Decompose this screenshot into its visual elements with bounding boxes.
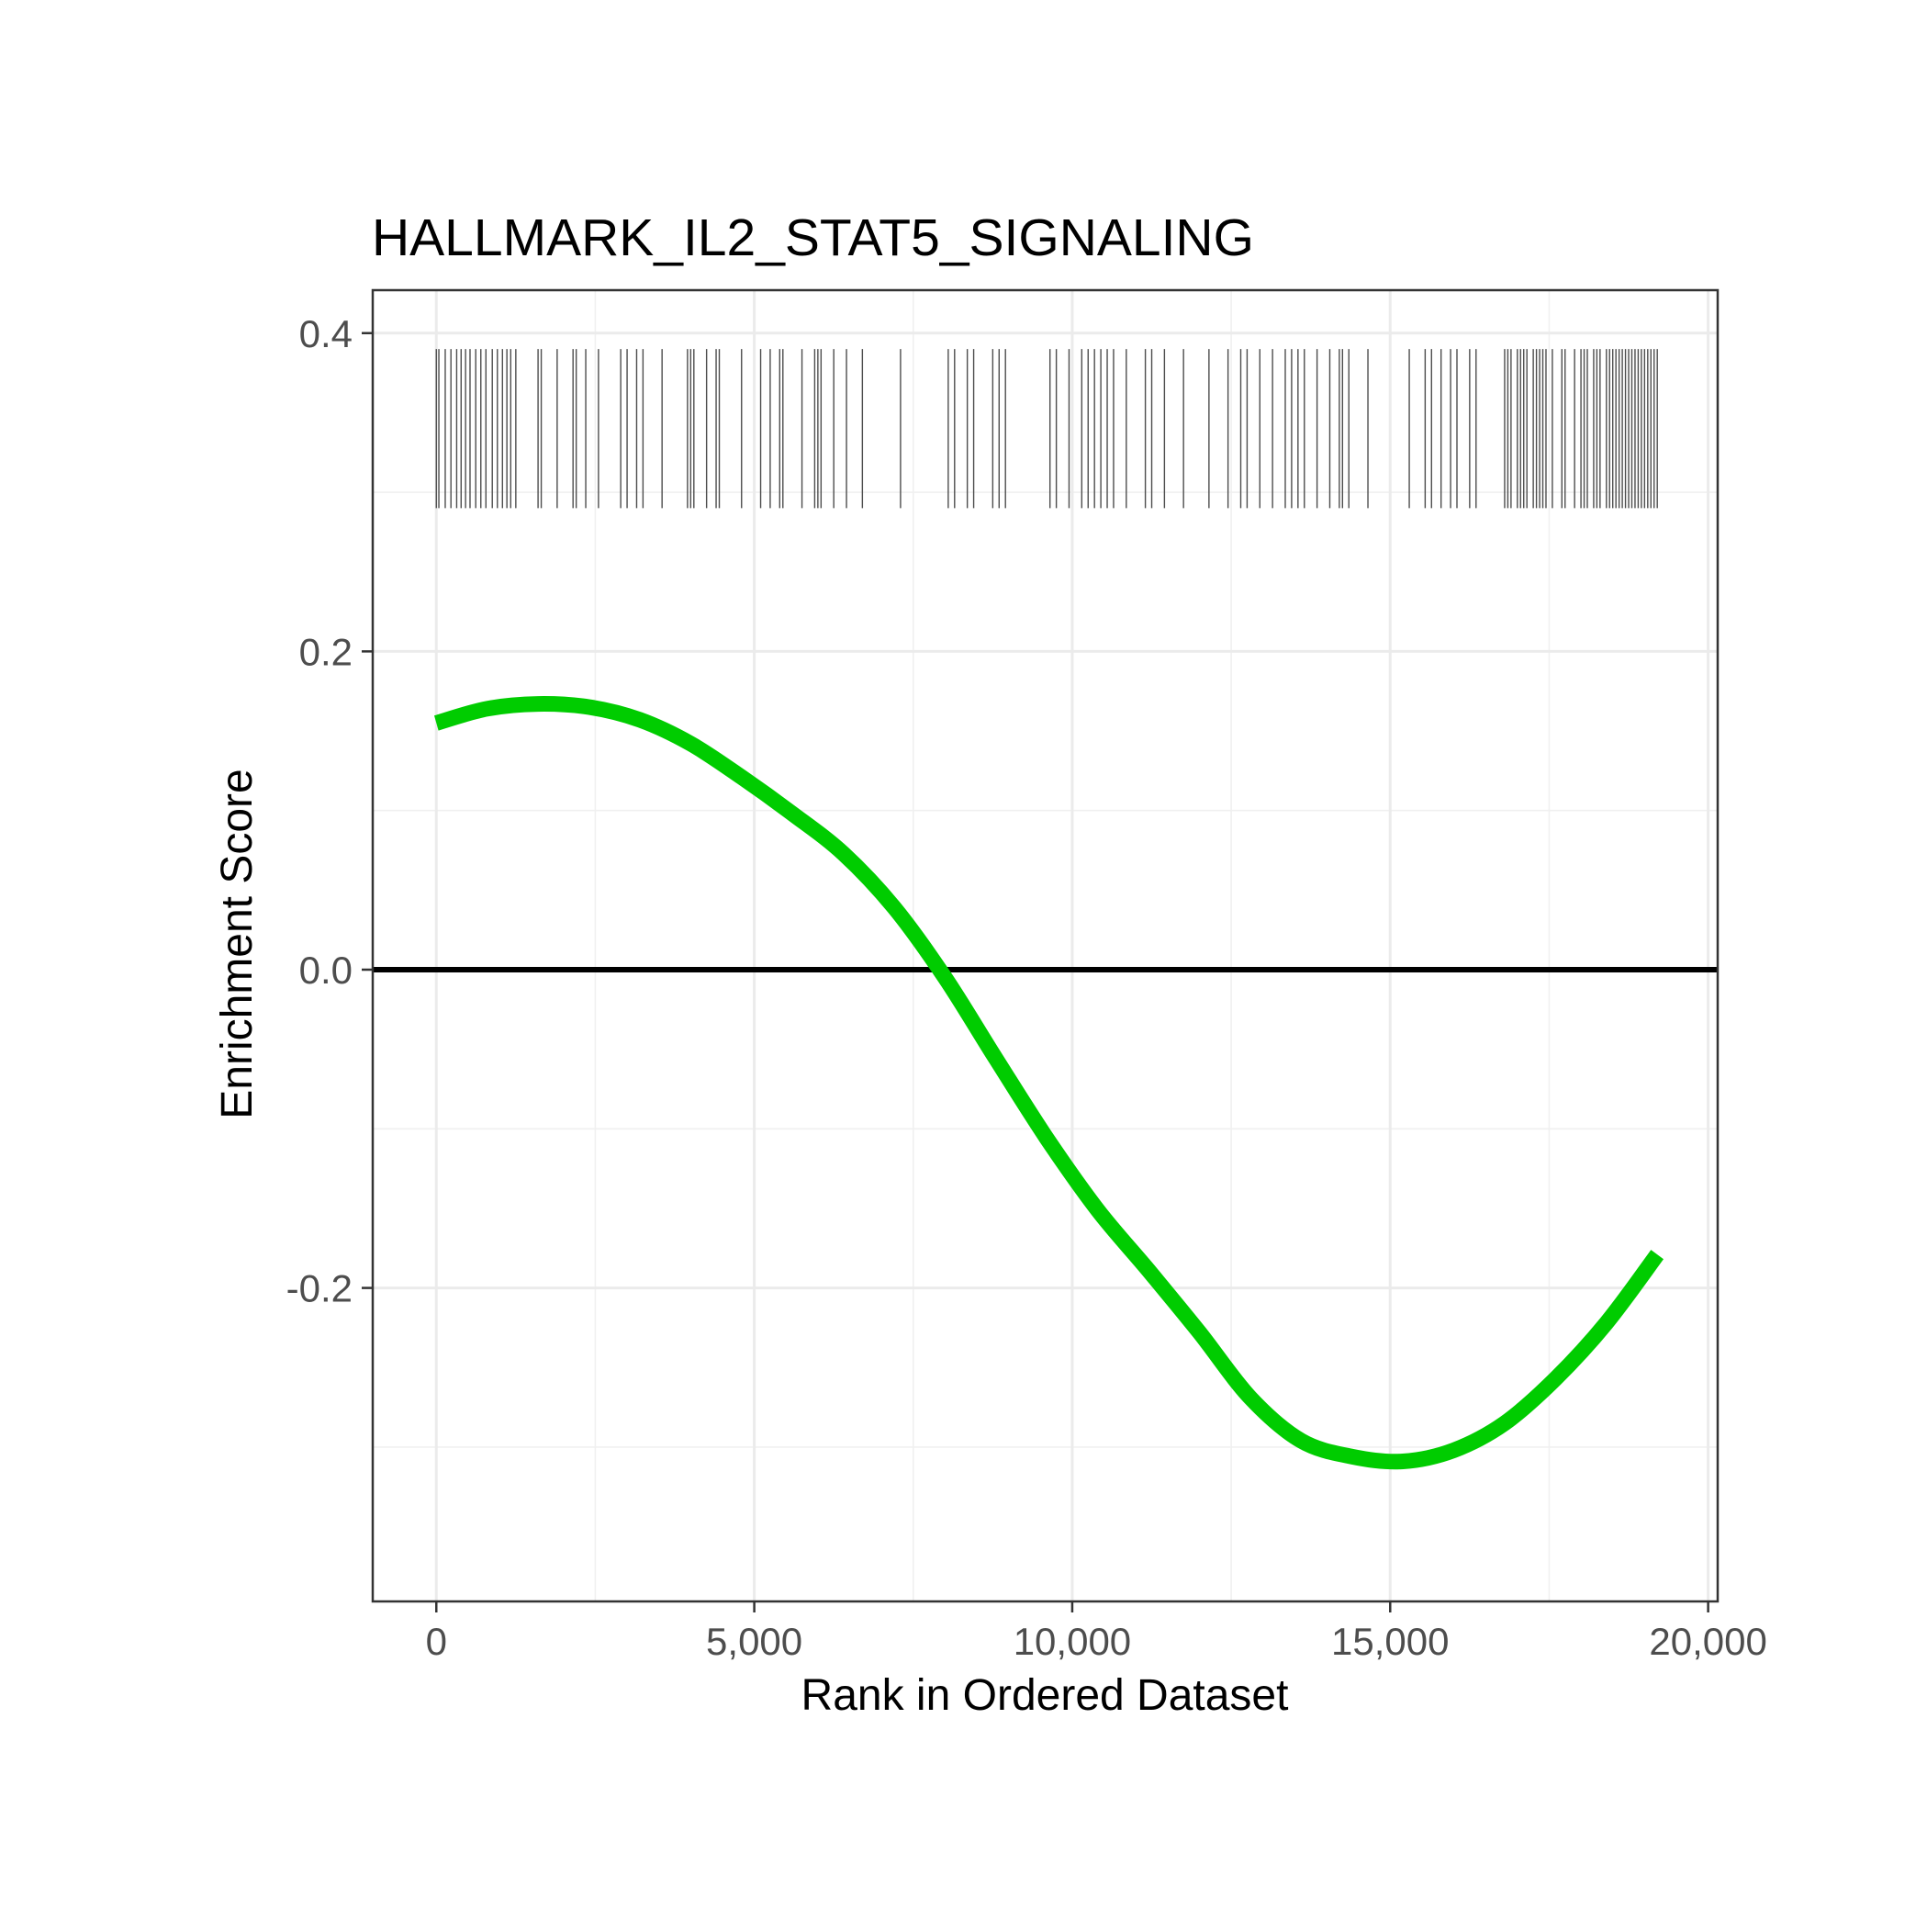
x-axis: 0 5,000 10,000 15,000 20,000 [426,1601,1767,1663]
x-tick-label: 0 [426,1620,447,1663]
y-tick-label: 0.2 [299,630,353,673]
x-tick-label: 20,000 [1649,1620,1766,1663]
y-tick-label: 0.0 [299,949,353,992]
y-tick-label: 0.4 [299,312,353,355]
plot-panel [373,290,1718,1601]
y-axis: -0.2 0.0 0.2 0.4 [286,312,373,1310]
plot-panel-border [371,288,1720,1603]
gene-hit-ticks [435,349,1658,509]
x-tick-label: 15,000 [1331,1620,1449,1663]
x-tick-label: 10,000 [1014,1620,1131,1663]
enrichment-score-line [433,696,1664,1470]
x-tick-label: 5,000 [706,1620,802,1663]
y-axis-title: Enrichment Score [213,769,262,1119]
y-tick-label: -0.2 [286,1267,353,1310]
grid-minor [373,290,1718,1601]
series-layer [433,696,1664,1470]
x-axis-title: Rank in Ordered Dataset [801,1671,1289,1720]
chart-title: HALLMARK_IL2_STAT5_SIGNALING [372,208,1254,267]
